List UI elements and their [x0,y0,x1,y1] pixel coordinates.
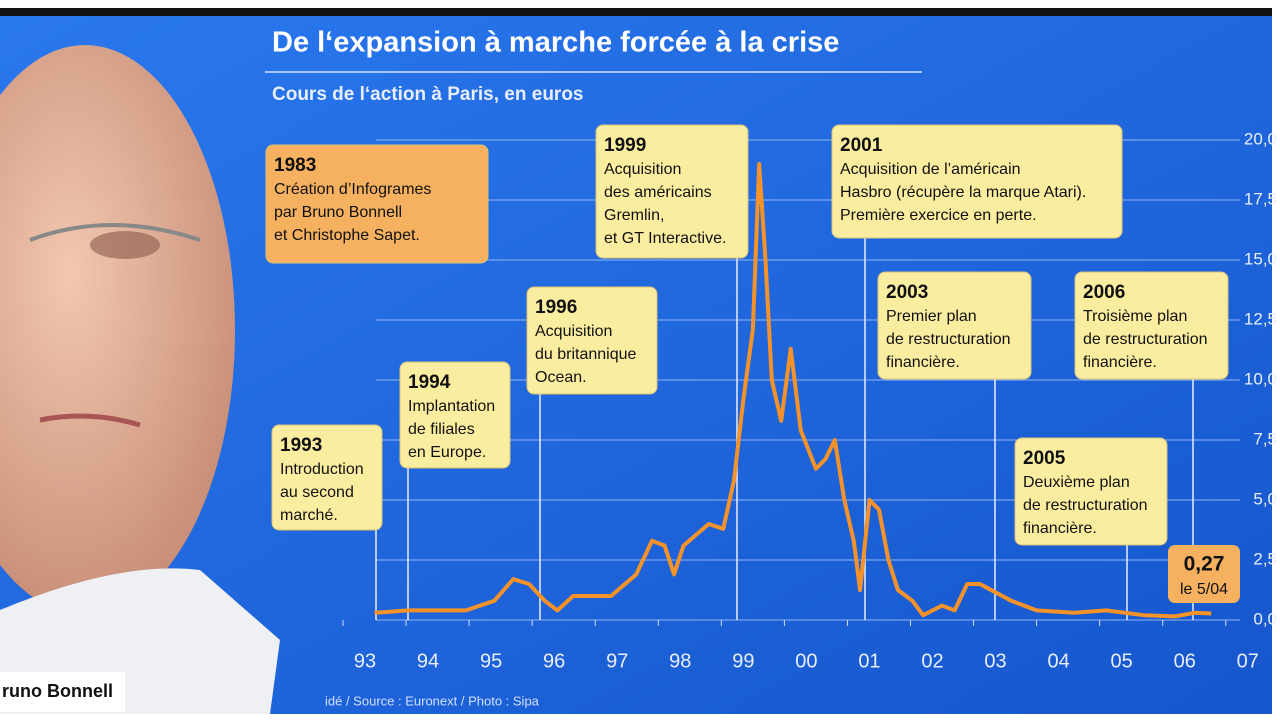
annotation-text: financière. [886,354,960,371]
x-tick-label: 07 [1237,650,1259,672]
y-tick-label: 12,5 [1244,309,1277,328]
annotation-year: 2006 [1083,282,1125,303]
annotation-text: Premier plan [886,308,977,325]
y-tick-label: 15,0 [1244,249,1277,268]
annotation-year: 1996 [535,297,577,318]
x-tick-label: 95 [480,650,502,672]
annotation-text: et GT Interactive. [604,230,726,247]
caption-bg [0,672,125,712]
last-value: 0,27 [1184,553,1225,576]
annotation-box [399,361,511,469]
annotation-text: Deuxième plan [1023,474,1130,491]
x-tick-label: 93 [354,650,376,672]
x-tick-label: 06 [1174,650,1196,672]
annotation-text: du britannique [535,346,637,363]
annotation-year: 2001 [840,135,883,156]
annotation-text: Introduction [280,461,364,478]
subtitle: Cours de l‘action à Paris, en euros [272,84,584,105]
y-tick-label: 7,5 [1253,429,1277,448]
chart-title: De l‘expansion à marche forcée à la cris… [272,27,839,59]
annotation-box [831,124,1123,239]
x-tick-label: 03 [984,650,1006,672]
y-tick-label: 17,5 [1244,189,1277,208]
annotation-text: Gremlin, [604,207,664,224]
annotation-text: Création d’Infogrames [274,181,431,198]
annotation-text: de restructuration [1023,497,1148,514]
annotation-text: Hasbro (récupère la marque Atari). [840,184,1086,201]
y-tick-label: 5,0 [1253,489,1277,508]
annotation-text: financière. [1083,354,1157,371]
x-tick-label: 99 [732,650,754,672]
credit: idé / Source : Euronext / Photo : Sipa [325,693,540,708]
annotation-text: Troisième plan [1083,308,1187,325]
price-line [374,162,1212,619]
annotation-box [1074,271,1229,380]
annotation-text: de restructuration [1083,331,1208,348]
x-tick-label: 02 [921,650,943,672]
x-tick-label: 01 [858,650,880,672]
annotation-box [595,124,749,259]
annotation-text: Implantation [408,398,495,415]
annotation-text: Acquisition de l’américain [840,161,1021,178]
annotation-text: en Europe. [408,444,486,461]
annotation-box [271,424,383,531]
x-tick-label: 94 [417,650,439,672]
caption: runo Bonnell [2,681,113,701]
annotation-text: de restructuration [886,331,1011,348]
last-value-box [1168,545,1240,603]
annotation-text: par Bruno Bonnell [274,204,402,221]
plot: 0,0 2,5 5,0 7,5 10,0 12,5 15,0 17,5 20,0 93 94 95 96… [265,124,1277,672]
eye [90,231,160,259]
x-tick-label: 97 [606,650,628,672]
annotation-year: 1994 [408,372,451,393]
top-bar [0,8,1272,16]
annotation-text: Acquisition [535,323,612,340]
annotation-year: 1983 [274,155,316,176]
head [0,45,235,615]
glasses [29,223,201,242]
annotation-box [877,271,1032,380]
annotation-text: Ocean. [535,369,587,386]
annotation-box [526,286,658,395]
x-tick-label: 96 [543,650,565,672]
y-tick-label: 10,0 [1244,369,1277,388]
annotation-year: 1999 [604,135,646,156]
annotation-text: Première exercice en perte. [840,207,1037,224]
annotation-box [265,144,489,264]
last-date: le 5/04 [1180,581,1228,598]
annotation-year: 2003 [886,282,928,303]
annotation-text: de filiales [408,421,475,438]
annotation-text: financière. [1023,520,1097,537]
x-tick-label: 05 [1111,650,1133,672]
annotation-text: et Christophe Sapet. [274,227,420,244]
y-tick-label: 0,0 [1253,609,1277,628]
annotation-box [1014,437,1168,546]
annotation-text: au second [280,484,354,501]
annotation-text: Acquisition [604,161,681,178]
y-tick-label: 20,0 [1244,129,1277,148]
x-tick-label: 98 [669,650,691,672]
x-tick-label: 00 [795,650,817,672]
annotation-year: 1993 [280,435,322,456]
annotation-text: des américains [604,184,712,201]
x-tick-label: 04 [1047,650,1069,672]
annotation-text: marché. [280,507,338,524]
y-tick-label: 2,5 [1253,549,1277,568]
mouth [39,413,141,428]
annotation-year: 2005 [1023,448,1066,469]
